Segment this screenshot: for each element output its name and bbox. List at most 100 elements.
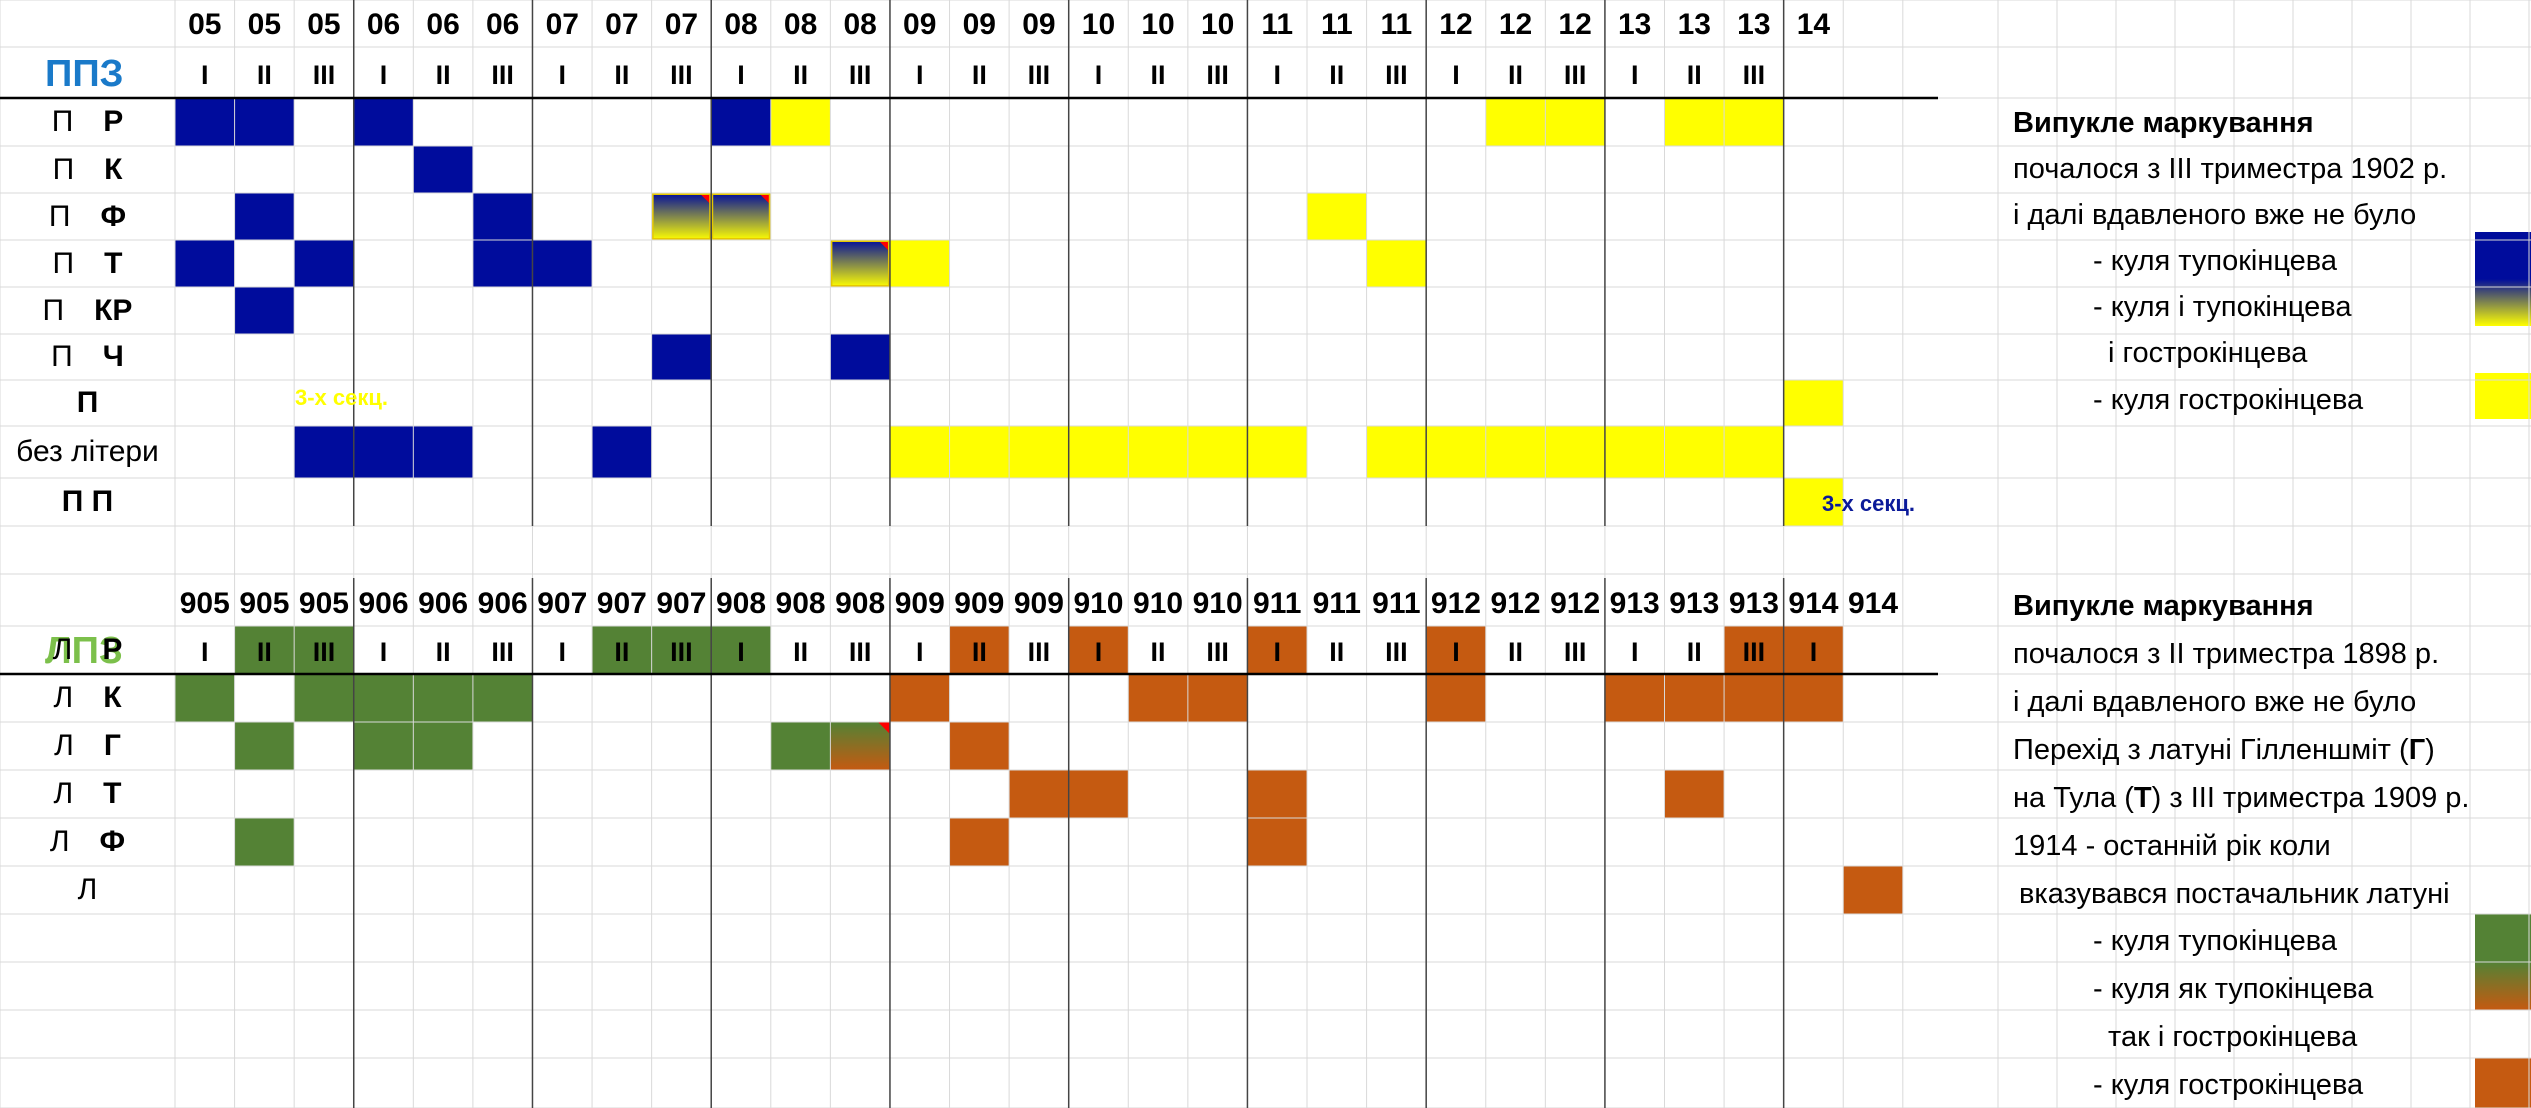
ppz-row-prefix: П <box>42 293 65 327</box>
ppz-cell-fill <box>1724 98 1784 146</box>
ppz-row-letter: К <box>104 152 123 186</box>
ppz-year-header: 06 <box>366 8 401 41</box>
ppz-legend-line2: почалося з ІІІ триместра 1902 р. <box>2013 153 2448 185</box>
lpz-legend-line4-a: Перехід з латуні Гілленшміт ( <box>2013 734 2409 766</box>
ppz-cell-fill <box>1604 426 1665 478</box>
ppz-cell-fill <box>1664 426 1725 478</box>
lpz-cell-fill <box>1068 770 1129 818</box>
lpz-row-label: Л Р <box>0 635 175 665</box>
lpz-year-header: 905 <box>239 587 290 620</box>
ppz-cell-outline <box>711 193 771 240</box>
lpz-cell-fill <box>1426 674 1486 722</box>
ppz-year-header: 09 <box>903 8 937 41</box>
ppz-title: ППЗ <box>45 53 124 95</box>
ppz-trimester-header: II <box>1686 60 1702 90</box>
lpz-cell-fill <box>889 674 950 722</box>
lpz-cell-fill <box>1247 818 1308 866</box>
lpz-cell-fill <box>1247 626 1308 674</box>
lpz-legend-line3: і далі вдавленого вже не було <box>2013 686 2417 718</box>
ppz-row-letter: КР <box>94 293 133 327</box>
lpz-cell-fill <box>1783 674 1844 722</box>
lpz-trimester-header: III <box>1563 637 1587 667</box>
lpz-cell-fill <box>234 818 295 866</box>
ppz-trimester-header: III <box>670 60 693 90</box>
lpz-cell-fill <box>830 722 890 770</box>
ppz-cell-fill <box>1485 426 1546 478</box>
lpz-year-header: 909 <box>1013 587 1064 620</box>
lpz-cell-fill <box>1724 626 1784 674</box>
ppz-year-header: 11 <box>1320 8 1353 41</box>
ppz-cell-fill <box>1366 426 1427 478</box>
lpz-cell-fill <box>234 722 295 770</box>
ppz-trimester-header: III <box>1563 60 1587 90</box>
ppz-trimester-header: II <box>614 60 630 90</box>
lpz-year-header: 906 <box>418 587 469 620</box>
lpz-legend-line2: почалося з ІІ триместра 1898 р. <box>2013 638 2440 670</box>
lpz-year-header: 907 <box>656 587 707 620</box>
lpz-row-label: Л К <box>0 683 175 713</box>
lpz-legend-line4-b: Г <box>2408 734 2426 766</box>
ppz-cell-fill <box>1307 193 1367 240</box>
lpz-row-prefix: Л <box>52 633 73 666</box>
ppz-cell-fill <box>234 287 295 334</box>
ppz-cell-fill <box>1783 380 1844 426</box>
lpz-cell-fill <box>1426 626 1486 674</box>
ppz-year-header: 06 <box>485 8 520 41</box>
lpz-legend-both-2: так і гострокінцева <box>2108 1021 2358 1053</box>
ppz-cell-corner-mark <box>877 240 890 252</box>
lpz-cell-fill <box>353 722 414 770</box>
lpz-row-letter: Р <box>102 633 123 666</box>
lpz-year-header: 906 <box>358 587 409 620</box>
lpz-year-header: 907 <box>596 587 647 620</box>
lpz-trimester-header: II <box>435 637 451 667</box>
ppz-cell-outline <box>651 193 712 240</box>
ppz-legend-line3: і далі вдавленого вже не було <box>2013 199 2417 231</box>
ppz-row-label: П Ф <box>0 199 175 233</box>
ppz-year-header: 10 <box>1141 8 1175 41</box>
ppz-row-letter: Ф <box>100 199 127 233</box>
ppz-trimester-header: I <box>915 60 924 90</box>
lpz-legend-line4: Перехід з латуні Гілленшміт (Г) <box>2013 736 2435 765</box>
lpz-cell-fill <box>1009 770 1069 818</box>
ppz-cell-fill <box>651 193 712 240</box>
ppz-row-letter: П <box>76 386 99 419</box>
ppz-row-prefix: П <box>51 340 73 373</box>
ppz-year-header: 09 <box>962 8 996 41</box>
ppz-year-header: 10 <box>1200 8 1235 41</box>
lpz-trimester-header: I <box>1094 637 1103 667</box>
ppz-cell-fill <box>830 334 890 380</box>
ppz-trimester-header: II <box>256 60 272 90</box>
ppz-legend-blunt: - куля тупокінцева <box>2093 245 2337 277</box>
lpz-year-header: 913 <box>1728 587 1779 620</box>
ppz-row-prefix: П <box>48 199 71 233</box>
lpz-row-prefix: Л <box>53 777 74 810</box>
ppz-row-prefix: без літери <box>16 435 159 468</box>
lpz-trimester-header: III <box>848 637 872 667</box>
lpz-cell-fill <box>1247 770 1308 818</box>
ppz-cell-fill <box>889 426 950 478</box>
ppz-year-header: 08 <box>724 8 758 41</box>
ppz-year-header: 11 <box>1261 8 1294 41</box>
lpz-year-header: 909 <box>954 587 1005 620</box>
ppz-cell-fill <box>949 426 1010 478</box>
lpz-cell-fill <box>353 674 414 722</box>
ppz-trimester-header: II <box>971 60 987 90</box>
ppz-row-label: без літери <box>0 437 175 467</box>
ppz-cell-fill <box>830 240 890 287</box>
ppz-cell-fill <box>651 334 712 380</box>
lpz-trimester-header: III <box>670 637 693 667</box>
lpz-trimester-header: I <box>558 637 567 667</box>
lpz-row-prefix: Л <box>77 873 98 906</box>
ppz-year-header: 05 <box>188 8 222 41</box>
lpz-row-letter: Г <box>103 729 121 762</box>
ppz-row-letter: Т <box>104 246 123 280</box>
lpz-row-prefix: Л <box>53 681 74 714</box>
ppz-cell-fill <box>353 426 414 478</box>
lpz-year-header: 911 <box>1312 587 1361 620</box>
lpz-row-label: Л Т <box>0 779 175 809</box>
lpz-year-header: 911 <box>1253 587 1302 620</box>
ppz-cell-fill <box>294 426 354 478</box>
ppz-year-header: 12 <box>1498 8 1533 41</box>
lpz-year-header: 907 <box>537 587 588 620</box>
